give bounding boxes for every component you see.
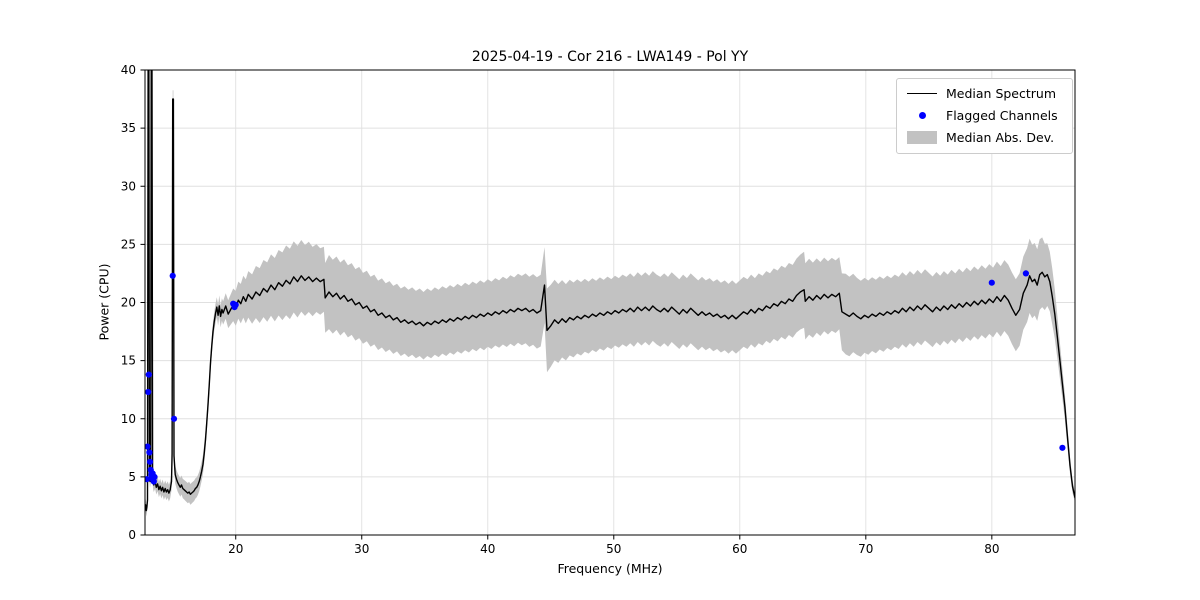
y-tick-label: 5 bbox=[128, 470, 136, 484]
plot-title: 2025-04-19 - Cor 216 - LWA149 - Pol YY bbox=[471, 49, 749, 65]
y-tick-label: 25 bbox=[121, 237, 136, 251]
median-spectrum-line-icon bbox=[907, 87, 937, 101]
flagged-point bbox=[151, 473, 158, 480]
y-tick-label: 30 bbox=[121, 179, 136, 193]
legend-label-flagged-channels: Flagged Channels bbox=[946, 108, 1058, 123]
flagged-point bbox=[146, 458, 154, 465]
flagged-point bbox=[145, 388, 152, 396]
x-tick-label: 50 bbox=[606, 542, 621, 556]
x-tick-label: 80 bbox=[984, 542, 999, 556]
legend-entry-median-spectrum: Median Spectrum bbox=[907, 86, 1062, 101]
legend-label-median-spectrum: Median Spectrum bbox=[946, 86, 1057, 101]
legend-entry-median-abs-dev: Median Abs. Dev. bbox=[907, 130, 1062, 145]
flagged-channels-dot-icon bbox=[907, 109, 937, 123]
legend-label-median-abs-dev: Median Abs. Dev. bbox=[946, 130, 1055, 145]
mad-band bbox=[145, 70, 1075, 517]
x-tick-label: 40 bbox=[480, 542, 495, 556]
flagged-point bbox=[150, 478, 157, 485]
flagged-point bbox=[145, 371, 152, 378]
flagged-point bbox=[1059, 444, 1066, 451]
y-tick-label: 20 bbox=[121, 296, 136, 310]
flagged-channels-points bbox=[145, 270, 1066, 485]
y-tick-label: 35 bbox=[121, 121, 136, 135]
y-tick-label: 0 bbox=[128, 528, 136, 542]
median-spectrum-line bbox=[145, 70, 1075, 512]
y-tick-label: 40 bbox=[121, 63, 136, 77]
flagged-point bbox=[145, 443, 151, 450]
x-tick-label: 60 bbox=[732, 542, 747, 556]
flagged-point bbox=[232, 301, 239, 308]
flagged-point bbox=[145, 476, 150, 483]
x-axis-label: Frequency (MHz) bbox=[557, 561, 663, 576]
flagged-point bbox=[1022, 270, 1029, 277]
y-axis-label: Power (CPU) bbox=[96, 263, 112, 341]
axis-ticks bbox=[140, 69, 993, 540]
x-tick-label: 30 bbox=[354, 542, 369, 556]
x-tick-label: 20 bbox=[228, 542, 243, 556]
legend-entry-flagged-channels: Flagged Channels bbox=[907, 108, 1062, 123]
median-abs-dev-patch-icon bbox=[907, 131, 937, 145]
y-tick-label: 15 bbox=[121, 354, 136, 368]
legend: Median Spectrum Flagged Channels Median … bbox=[896, 78, 1073, 154]
y-tick-label: 10 bbox=[121, 412, 136, 426]
flagged-point bbox=[169, 272, 176, 279]
flagged-point bbox=[146, 449, 153, 456]
x-tick-label: 70 bbox=[858, 542, 873, 556]
flagged-point bbox=[170, 415, 178, 422]
axis-tick-labels: 20 30 40 50 60 70 80 0 5 10 15 20 25 30 35 40 bbox=[121, 63, 1000, 556]
flagged-point bbox=[988, 279, 995, 286]
